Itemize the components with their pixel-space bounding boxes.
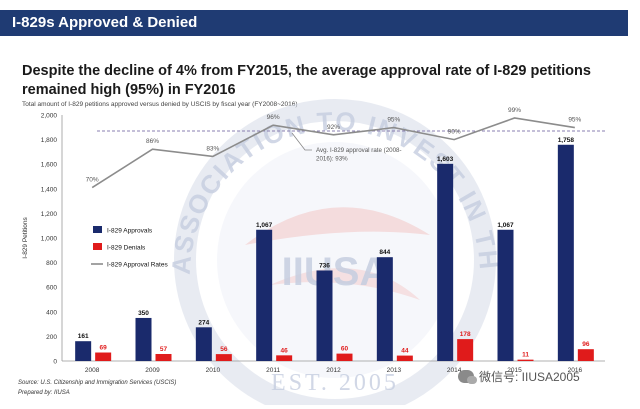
y-tick-label: 0	[53, 359, 57, 366]
legend-approvals-swatch	[93, 226, 102, 233]
approval-rate-label: 95%	[387, 117, 400, 124]
denial-value-label: 46	[281, 347, 289, 354]
footer-source: Source: U.S. Citizenship and Immigration…	[18, 380, 177, 386]
approval-value-label: 844	[379, 249, 390, 256]
x-tick-label: 2012	[326, 367, 341, 374]
denial-bar	[215, 354, 232, 361]
y-axis-label: I-829 Petitions	[22, 216, 29, 258]
approval-bar	[316, 270, 333, 361]
approval-rate-label: 90%	[448, 129, 461, 136]
average-annotation-pointer	[291, 132, 312, 151]
approval-bar	[195, 327, 212, 361]
y-tick-label: 200	[46, 334, 57, 341]
y-tick-label: 1,800	[41, 137, 58, 144]
x-tick-label: 2014	[447, 367, 462, 374]
approval-bar	[256, 229, 273, 361]
approval-bar	[376, 257, 393, 361]
headline: Despite the decline of 4% from FY2015, t…	[22, 63, 591, 98]
denial-value-label: 57	[160, 346, 168, 353]
header-bar: I-829s Approved & Denied	[0, 10, 628, 36]
x-tick-label: 2015	[507, 367, 522, 374]
footer-prepared-by: Prepared by: IIUSA	[18, 390, 70, 396]
approval-value-label: 736	[319, 262, 330, 269]
average-annotation-label: Avg. I-829 approval rate (2008-2016): 93…	[316, 147, 402, 163]
approval-value-label: 1,067	[256, 222, 273, 229]
wechat-badge: 微信号: IIUSA2005	[458, 368, 580, 385]
wechat-label: 微信号: IIUSA2005	[479, 370, 580, 384]
approval-bar	[497, 229, 514, 361]
denial-bar	[276, 355, 293, 361]
denial-bar	[396, 355, 413, 361]
approval-value-label: 1,603	[437, 156, 454, 163]
header-title: I-829s Approved & Denied	[12, 14, 198, 31]
approval-bar	[437, 163, 454, 361]
y-tick-label: 1,000	[41, 236, 58, 243]
denial-value-label: 11	[522, 352, 529, 359]
denial-value-label: 60	[341, 346, 349, 353]
x-tick-label: 2010	[206, 367, 221, 374]
y-tick-label: 600	[46, 285, 57, 292]
denial-value-label: 96	[582, 341, 590, 348]
denial-bar	[95, 352, 112, 361]
chart-subtitle: Total amount of I-829 petitions approved…	[22, 101, 298, 108]
x-tick-label: 2013	[387, 367, 402, 374]
approval-rate-label: 96%	[267, 114, 280, 121]
wechat-icon	[458, 370, 477, 384]
approval-value-label: 1,758	[558, 137, 575, 144]
denial-value-label: 69	[100, 345, 108, 352]
y-tick-label: 1,600	[41, 162, 58, 169]
approval-bar	[75, 341, 92, 361]
denial-bar	[577, 349, 594, 361]
y-tick-label: 800	[46, 260, 57, 267]
denial-bar	[517, 359, 534, 361]
legend-approvals-label: I-829 Approvals	[107, 228, 153, 235]
approval-rate-line	[91, 117, 575, 189]
denial-bar	[155, 353, 172, 361]
approval-value-label: 350	[138, 310, 149, 317]
approval-rate-label: 92%	[327, 124, 340, 131]
x-tick-label: 2009	[145, 367, 160, 374]
approval-rate-label: 83%	[206, 145, 219, 152]
legend-denials-label: I-829 Denials	[107, 245, 146, 252]
denial-value-label: 178	[460, 331, 471, 338]
legend-denials-swatch	[93, 243, 102, 250]
approval-value-label: 1,067	[497, 222, 514, 229]
approval-rate-label: 95%	[568, 117, 581, 124]
legend-rate-label: I-829 Approval Rates	[107, 262, 168, 269]
approval-bar	[557, 144, 574, 361]
y-tick-label: 1,200	[41, 211, 58, 218]
denial-bar	[336, 353, 353, 361]
denial-bar	[457, 339, 474, 361]
y-tick-label: 400	[46, 309, 57, 316]
x-tick-label: 2011	[266, 367, 280, 374]
y-tick-label: 1,400	[41, 186, 58, 193]
approval-bar	[135, 317, 152, 361]
approval-rate-label: 99%	[508, 107, 521, 114]
denial-value-label: 56	[220, 346, 228, 353]
denial-value-label: 44	[401, 348, 409, 355]
approval-rate-label: 86%	[146, 138, 159, 145]
approval-rate-label: 70%	[86, 177, 99, 184]
y-tick-label: 2,000	[41, 113, 58, 120]
x-tick-label: 2008	[85, 367, 100, 374]
approval-value-label: 161	[78, 333, 89, 340]
approval-value-label: 274	[198, 319, 209, 326]
x-tick-label: 2016	[568, 367, 583, 374]
